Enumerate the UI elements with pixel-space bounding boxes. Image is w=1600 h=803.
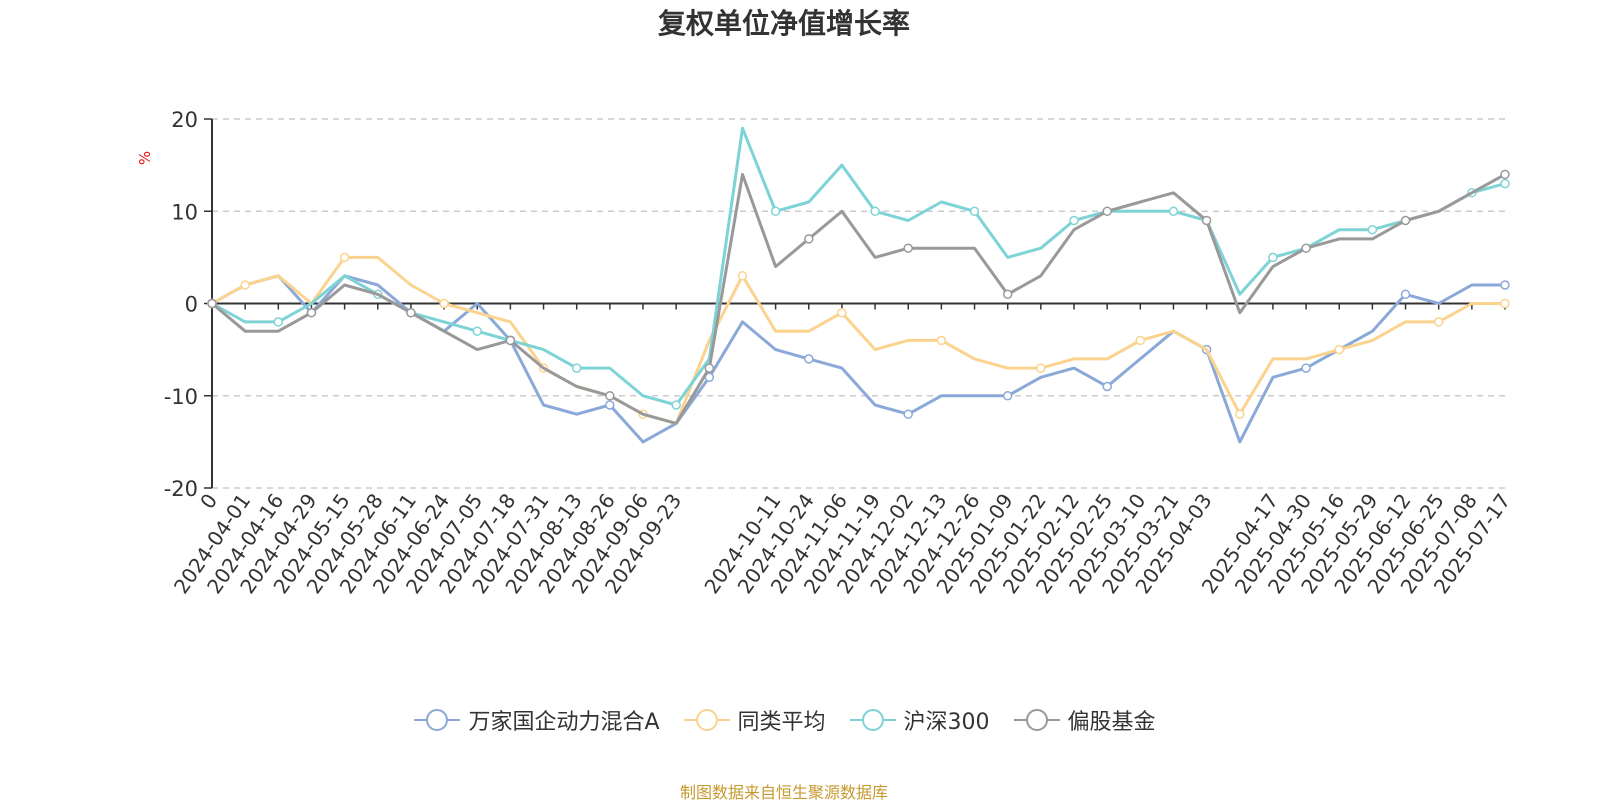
data-point <box>472 326 482 336</box>
legend-label: 同类平均 <box>737 710 826 735</box>
data-point <box>1235 409 1245 419</box>
line-chart: -20 -10 0 10 20 02024-04-012024-04-162024-04… <box>136 108 1515 598</box>
legend-label: 沪深300 <box>903 710 990 735</box>
data-point <box>903 243 913 253</box>
data-point <box>1002 391 1013 401</box>
data-point <box>240 280 250 290</box>
data-point <box>1268 252 1278 263</box>
y-tick-label: 0 <box>185 293 198 317</box>
series-3 <box>207 169 1510 425</box>
y-tick-label: -10 <box>164 385 198 409</box>
legend-marker-icon <box>1013 709 1060 731</box>
data-point <box>1102 381 1112 392</box>
data-point <box>1334 344 1344 355</box>
data-point <box>837 307 847 318</box>
legend-marker-icon <box>849 709 896 731</box>
chart-legend: 万家国企动力混合A 同类平均 沪深300 偏股基金 <box>0 704 1568 736</box>
data-point <box>1301 243 1311 253</box>
x-tick-labels: 02024-04-012024-04-162024-04-292024-05-1… <box>169 489 1515 598</box>
data-point <box>1500 298 1510 309</box>
series-0 <box>207 274 1510 444</box>
data-point <box>1135 335 1146 346</box>
series-line <box>211 126 1506 407</box>
legend-item[interactable]: 沪深300 <box>848 704 990 736</box>
data-point <box>505 335 516 346</box>
data-point <box>1500 169 1510 180</box>
legend-label: 万家国企动力混合A <box>468 710 660 735</box>
data-point <box>770 206 781 217</box>
data-point <box>804 234 814 244</box>
data-point <box>671 400 681 410</box>
data-point <box>605 391 615 401</box>
legend-marker-icon <box>414 709 461 731</box>
legend-marker-icon <box>683 709 730 731</box>
data-point <box>936 335 947 346</box>
data-point <box>306 307 317 318</box>
data-point <box>273 317 284 327</box>
data-point <box>1433 317 1444 327</box>
series-2 <box>207 126 1510 410</box>
data-point <box>339 252 350 263</box>
y-tick-label: 10 <box>171 200 198 224</box>
data-point <box>1500 178 1510 189</box>
data-point <box>1301 363 1311 373</box>
legend-item[interactable]: 偏股基金 <box>1012 704 1156 736</box>
source-note: 制图数据来自恒生聚源数据库 <box>679 783 888 802</box>
legend-item[interactable]: 同类平均 <box>682 704 826 736</box>
data-point <box>903 409 913 419</box>
series-lines <box>207 126 1510 444</box>
y-tick-label: 20 <box>171 108 198 132</box>
chart-title: 复权单位净值增长率 <box>657 7 910 40</box>
series-line <box>211 172 1506 425</box>
data-point <box>1400 215 1411 226</box>
data-point <box>1201 215 1212 226</box>
y-tick-labels: -20 -10 0 10 20 <box>164 108 198 501</box>
data-point <box>1002 289 1013 300</box>
y-tick-label: -20 <box>164 477 198 501</box>
y-axis-label: % <box>136 151 154 165</box>
data-point <box>207 298 217 309</box>
data-point <box>1168 206 1179 217</box>
series-1 <box>207 252 1510 425</box>
data-point <box>1400 289 1411 300</box>
data-point <box>1500 280 1510 290</box>
data-point <box>605 400 615 410</box>
data-point <box>1102 206 1112 217</box>
data-point <box>571 363 582 373</box>
series-line <box>211 255 1505 425</box>
data-point <box>1069 215 1079 226</box>
legend-item[interactable]: 万家国企动力混合A <box>412 704 660 736</box>
data-point <box>704 363 715 373</box>
data-point <box>969 206 980 217</box>
data-point <box>406 307 416 318</box>
data-point <box>737 271 748 281</box>
data-point <box>870 206 880 217</box>
legend-label: 偏股基金 <box>1067 710 1156 735</box>
data-point <box>1367 224 1378 235</box>
data-point <box>1036 363 1046 373</box>
x-tick-label: 0 <box>195 489 222 513</box>
data-point <box>804 354 814 364</box>
data-point <box>439 298 449 309</box>
